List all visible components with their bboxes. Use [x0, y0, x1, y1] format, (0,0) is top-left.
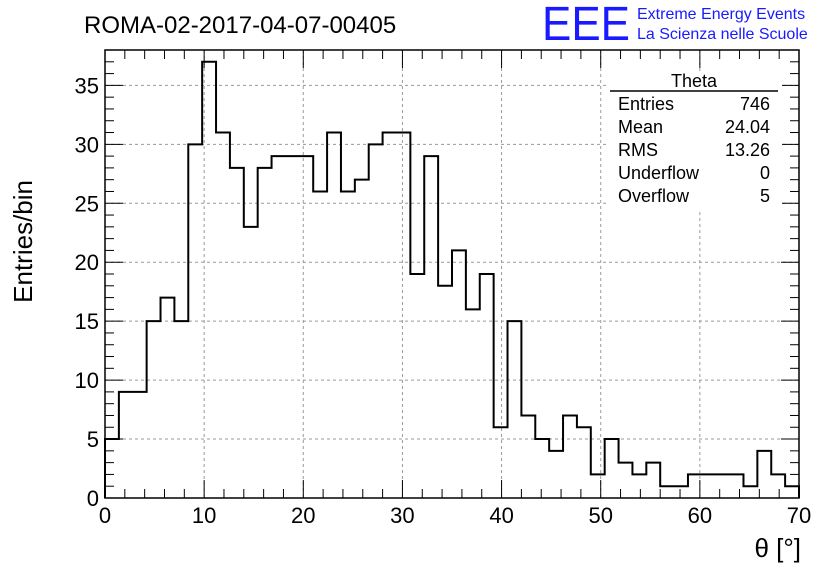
- axis-ticks: [104, 49, 800, 499]
- y-tick-label: 20: [75, 250, 99, 275]
- y-tick-label: 0: [87, 486, 99, 511]
- stats-box: Theta Entries 746 Mean 24.04 RMS 13.26 Underfl…: [606, 71, 782, 211]
- eee-logo-text: EEE: [542, 0, 630, 51]
- x-tick-label: 40: [489, 503, 513, 528]
- x-tick-label: 0: [99, 503, 111, 528]
- y-tick-label: 5: [87, 427, 99, 452]
- x-tick-label: 10: [192, 503, 216, 528]
- y-axis-label: Entries/bin: [8, 180, 38, 303]
- stats-title: Theta: [671, 71, 718, 91]
- stats-rows: Entries 746 Mean 24.04 RMS 13.26 Underflow 0 Ove…: [618, 94, 770, 206]
- stats-value: 746: [740, 94, 770, 114]
- stats-label: Entries: [618, 94, 674, 114]
- stats-label: RMS: [618, 140, 658, 160]
- chart-title: ROMA-02-2017-04-07-00405: [84, 12, 396, 39]
- stats-label: Overflow: [618, 186, 690, 206]
- y-tick-labels: 0 5 10 15 20 25 30 35: [75, 73, 99, 511]
- y-tick-label: 15: [75, 309, 99, 334]
- x-tick-label: 50: [588, 503, 612, 528]
- y-tick-label: 30: [75, 132, 99, 157]
- x-tick-label: 60: [688, 503, 712, 528]
- stats-value: 5: [760, 186, 770, 206]
- x-axis-label: θ [°]: [754, 533, 801, 563]
- stats-value: 0: [760, 163, 770, 183]
- y-tick-label: 25: [75, 191, 99, 216]
- logo-subtitle-line1: Extreme Energy Events: [637, 6, 805, 23]
- stats-label: Mean: [618, 117, 663, 137]
- stats-box-bg: [606, 71, 782, 211]
- x-tick-label: 70: [787, 503, 811, 528]
- eee-logo: EEE Extreme Energy Events La Scienza nel…: [542, 0, 808, 51]
- histogram-series: [104, 60, 800, 498]
- y-tick-label: 35: [75, 73, 99, 98]
- x-tick-label: 30: [390, 503, 414, 528]
- stats-value: 13.26: [725, 140, 770, 160]
- x-tick-label: 20: [291, 503, 315, 528]
- stats-label: Underflow: [618, 163, 700, 183]
- stats-value: 24.04: [725, 117, 770, 137]
- y-tick-label: 10: [75, 368, 99, 393]
- logo-subtitle-line2: La Scienza nelle Scuole: [637, 26, 808, 43]
- x-tick-labels: 0 10 20 30 40 50 60 70: [99, 503, 811, 528]
